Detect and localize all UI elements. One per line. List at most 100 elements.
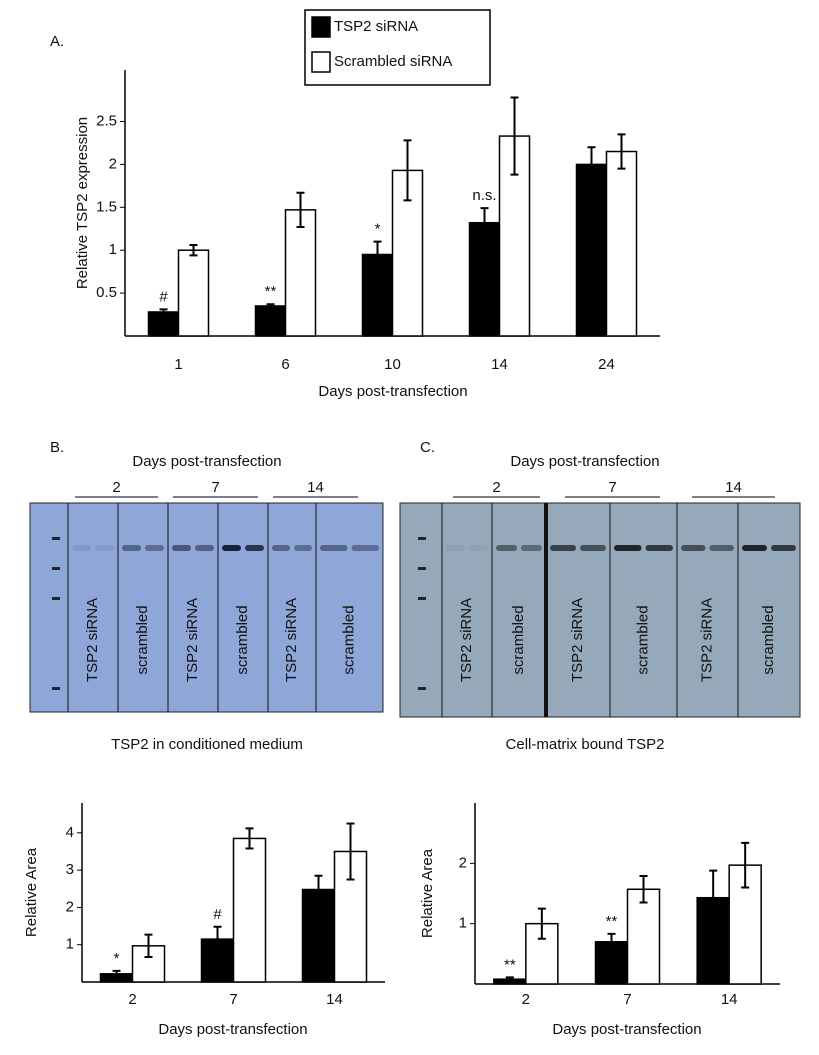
annotation: n.s. — [472, 187, 496, 204]
lane-label: TSP2 siRNA — [84, 598, 101, 682]
band — [580, 545, 606, 551]
group-label: 2 — [112, 479, 120, 496]
x-tick-label: 7 — [229, 991, 237, 1008]
band — [222, 545, 241, 551]
y-axis-label: Relative TSP2 expression — [74, 117, 91, 289]
band — [351, 545, 379, 551]
ladder-mark — [418, 567, 426, 570]
lane-label: scrambled — [234, 605, 251, 674]
ladder-mark — [52, 687, 60, 690]
x-tick-label: 14 — [326, 991, 343, 1008]
annotation: ** — [606, 913, 618, 930]
x-tick-label: 1 — [174, 356, 182, 373]
band — [320, 545, 348, 551]
error-bar — [314, 874, 323, 905]
bar — [605, 150, 638, 337]
band — [446, 545, 465, 551]
error-bar — [144, 933, 153, 959]
lane-label: TSP2 siRNA — [458, 598, 475, 682]
bar — [147, 311, 180, 337]
panel-label: A. — [50, 33, 64, 50]
lane-label: TSP2 siRNA — [698, 598, 715, 682]
x-tick-label: 10 — [384, 356, 401, 373]
error-bar — [607, 932, 616, 951]
y-tick-label: 1 — [109, 241, 117, 258]
x-tick-label: 2 — [522, 991, 530, 1008]
y-tick-label: 1 — [66, 936, 74, 953]
error-bar — [296, 191, 305, 229]
band — [521, 545, 542, 551]
panel-label: C. — [420, 439, 435, 456]
band — [95, 545, 114, 551]
error-bar — [112, 969, 121, 978]
legend-box — [304, 9, 491, 86]
error-bar — [213, 925, 222, 953]
bar — [468, 221, 501, 337]
error-bar — [245, 827, 254, 850]
error-bar — [537, 907, 546, 940]
y-tick-label: 1.5 — [96, 198, 117, 215]
band — [550, 545, 576, 551]
ladder-mark — [418, 537, 426, 540]
y-tick-label: 2 — [66, 898, 74, 915]
bar — [232, 837, 267, 983]
group-label: 14 — [725, 479, 742, 496]
error-bar — [373, 240, 382, 269]
band — [172, 545, 191, 551]
group-label: 7 — [608, 479, 616, 496]
legend-swatch — [311, 51, 331, 73]
x-tick-label: 7 — [623, 991, 631, 1008]
band — [709, 545, 734, 551]
band — [645, 545, 673, 551]
error-bar — [480, 207, 489, 239]
error-bar — [709, 869, 718, 926]
y-tick-label: 4 — [66, 824, 74, 841]
y-tick-label: 1 — [459, 915, 467, 932]
band — [496, 545, 517, 551]
y-tick-label: 3 — [66, 861, 74, 878]
blot-header: Days post-transfection — [510, 453, 659, 470]
band — [245, 545, 264, 551]
error-bar — [510, 96, 519, 176]
bar — [284, 209, 317, 337]
bar — [177, 249, 210, 337]
band — [145, 545, 164, 551]
band — [294, 545, 312, 551]
y-tick-label: 2 — [109, 155, 117, 172]
band — [272, 545, 290, 551]
band — [469, 545, 488, 551]
y-tick-label: 2 — [459, 854, 467, 871]
bar — [626, 888, 661, 985]
annotation: ** — [265, 283, 277, 300]
error-bar — [266, 303, 275, 309]
x-axis-label: Days post-transfection — [552, 1021, 701, 1038]
band — [195, 545, 214, 551]
ladder-mark — [52, 567, 60, 570]
lane-label: TSP2 siRNA — [184, 598, 201, 682]
ladder-mark — [418, 687, 426, 690]
bar — [575, 163, 608, 337]
error-bar — [159, 308, 168, 316]
group-label: 7 — [211, 479, 219, 496]
legend-label: TSP2 siRNA — [334, 18, 418, 35]
x-tick-label: 14 — [721, 991, 738, 1008]
x-tick-label: 14 — [491, 356, 508, 373]
lane-label: scrambled — [134, 605, 151, 674]
legend-swatch — [311, 16, 331, 38]
error-bar — [741, 841, 750, 889]
ladder-mark — [52, 537, 60, 540]
y-tick-label: 2.5 — [96, 112, 117, 129]
x-tick-label: 6 — [281, 356, 289, 373]
error-bar — [505, 976, 514, 982]
band — [742, 545, 767, 551]
annotation: * — [114, 950, 120, 967]
blot-caption: Cell-matrix bound TSP2 — [506, 736, 665, 753]
error-bar — [346, 822, 355, 881]
bar — [254, 305, 287, 337]
band — [614, 545, 642, 551]
band — [681, 545, 706, 551]
annotation: # — [213, 906, 222, 923]
error-bar — [403, 139, 412, 202]
y-axis-label: Relative Area — [419, 848, 436, 938]
ladder-mark — [418, 597, 426, 600]
